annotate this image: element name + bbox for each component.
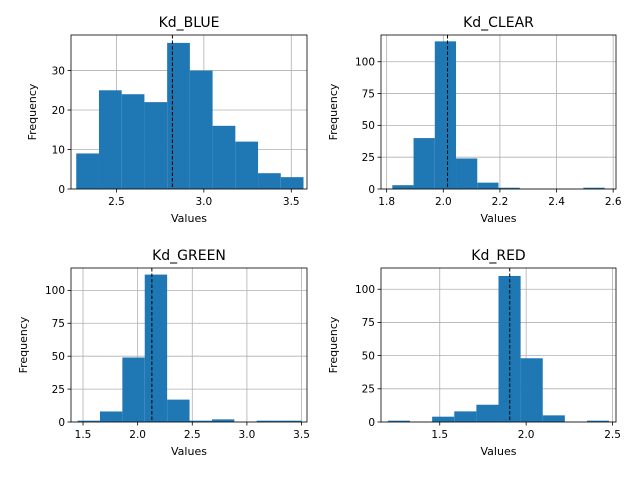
chart-kd-red-axes-frame — [380, 267, 617, 423]
chart-kd-green-x-tick-label: 2.0 — [129, 429, 146, 441]
chart-kd-green-x-tick-label: 2.5 — [184, 429, 201, 441]
chart-kd-clear-bar — [456, 158, 478, 189]
chart-kd-blue-bar — [212, 125, 236, 189]
chart-kd-red-y-tick-label: 50 — [362, 350, 375, 362]
chart-kd-green-y-tick-label: 75 — [52, 318, 65, 330]
chart-kd-red-bar — [387, 420, 411, 422]
chart-kd-green-bar — [122, 357, 145, 422]
chart-kd-blue-bar — [76, 153, 99, 189]
chart-kd-blue-bar — [167, 42, 190, 190]
chart-kd-blue-bar — [121, 94, 145, 189]
chart-kd-blue-axes-frame — [70, 34, 308, 190]
chart-kd-clear-y-tick-label: 75 — [362, 88, 375, 100]
chart-kd-blue-y-tick-label: 10 — [52, 144, 65, 156]
chart-kd-green-x-axis-label: Values — [171, 445, 207, 458]
chart-kd-clear-bar — [392, 185, 414, 189]
chart-kd-red-y-tick-label: 75 — [362, 317, 375, 329]
chart-kd-green-bar — [256, 420, 280, 422]
chart-kd-green-y-tick-label: 25 — [52, 384, 65, 396]
chart-kd-clear-x-tick-label: 2.2 — [492, 196, 509, 208]
chart-kd-clear-bar — [434, 41, 457, 190]
chart-kd-clear-x-tick-label: 2.6 — [605, 196, 622, 208]
chart-kd-green-axes-frame — [70, 267, 308, 423]
chart-kd-clear-bar — [477, 182, 499, 189]
chart-kd-clear-title: Kd_CLEAR — [463, 15, 534, 31]
chart-kd-blue-bar — [144, 102, 168, 189]
chart-kd-red-bar — [476, 404, 499, 422]
chart-kd-red-bar — [586, 420, 610, 422]
chart-kd-green-bar — [77, 420, 100, 422]
chart-kd-green-panel: 1.5 2.0 2.5 3.0 3.5 0 25 50 75 100 Kd_GREEN Values F… — [17, 248, 310, 458]
chart-kd-green-bar — [99, 411, 123, 422]
chart-kd-blue-bar — [235, 141, 259, 189]
chart-kd-red-bar — [520, 358, 543, 422]
chart-kd-blue-y-tick-label: 0 — [58, 184, 65, 196]
chart-kd-red-y-tick-label: 100 — [355, 284, 375, 296]
chart-kd-clear-y-tick-label: 0 — [368, 184, 375, 196]
chart-kd-blue-x-tick-label: 2.5 — [108, 196, 125, 208]
chart-kd-green-bar — [144, 274, 168, 422]
chart-kd-green-y-tick-label: 100 — [45, 285, 65, 297]
chart-kd-blue-bar — [280, 177, 304, 189]
chart-kd-red-y-axis-label: Frequency — [327, 316, 340, 373]
chart-kd-green-x-tick-label: 3.0 — [239, 429, 256, 441]
chart-kd-blue-y-tick-label: 30 — [52, 65, 65, 77]
chart-kd-clear-y-tick-label: 50 — [362, 120, 375, 132]
chart-kd-blue-x-tick-label: 3.0 — [196, 196, 213, 208]
chart-kd-blue-bar — [98, 90, 122, 189]
chart-kd-clear-y-tick-label: 25 — [362, 152, 375, 164]
chart-kd-red-bar — [542, 415, 565, 422]
chart-kd-red-panel: 1.5 2.0 2.5 0 25 50 75 100 Kd_RED Values Frequency — [327, 248, 621, 458]
chart-kd-blue-bar — [258, 173, 281, 189]
chart-kd-green-y-tick-label: 0 — [58, 417, 65, 429]
chart-kd-red-bar — [498, 275, 521, 422]
chart-kd-green-bar — [167, 399, 190, 422]
chart-kd-red-title: Kd_RED — [471, 248, 525, 264]
chart-kd-green-title: Kd_GREEN — [152, 248, 226, 264]
chart-kd-blue-bar — [189, 70, 213, 189]
chart-kd-red-bar — [432, 416, 455, 422]
chart-kd-blue-x-tick-label: 3.5 — [283, 196, 300, 208]
chart-kd-green-x-tick-label: 3.5 — [293, 429, 310, 441]
chart-kd-red-x-axis-label: Values — [481, 445, 517, 458]
chart-kd-red-x-tick-label: 1.5 — [431, 429, 448, 441]
chart-kd-green-x-tick-label: 1.5 — [75, 429, 92, 441]
chart-kd-clear-x-tick-label: 1.8 — [378, 196, 395, 208]
chart-kd-clear-x-axis-label: Values — [481, 212, 517, 225]
chart-kd-blue-y-tick-label: 20 — [52, 105, 65, 117]
chart-kd-green-bar — [189, 420, 212, 422]
chart-kd-green-y-axis-label: Frequency — [17, 316, 30, 373]
chart-kd-red-x-tick-label: 2.0 — [518, 429, 535, 441]
chart-kd-clear-x-tick-label: 2.0 — [435, 196, 452, 208]
chart-kd-red-x-tick-label: 2.5 — [604, 429, 621, 441]
chart-kd-clear-bar — [583, 187, 605, 189]
chart-kd-red-y-tick-label: 0 — [368, 417, 375, 429]
chart-kd-clear-bar — [498, 187, 520, 189]
chart-kd-clear-x-tick-label: 2.4 — [548, 196, 565, 208]
chart-kd-blue-panel: 2.5 3.0 3.5 0 10 20 30 Kd_BLUE Values Frequency — [26, 15, 308, 225]
chart-kd-clear-y-tick-label: 100 — [355, 57, 375, 69]
chart-kd-blue-y-axis-label: Frequency — [26, 83, 39, 140]
chart-kd-green-y-tick-label: 50 — [52, 351, 65, 363]
chart-kd-red-bar — [454, 411, 477, 422]
chart-kd-blue-x-axis-label: Values — [171, 212, 207, 225]
chart-kd-clear-bar — [413, 138, 435, 189]
chart-kd-clear-axes-frame — [380, 34, 617, 190]
chart-kd-clear-panel: 1.8 2.0 2.2 2.4 2.6 0 25 50 75 100 Kd_CLEAR Values F… — [327, 15, 622, 225]
chart-kd-blue-title: Kd_BLUE — [159, 15, 220, 31]
chart-kd-red-y-tick-label: 25 — [362, 384, 375, 396]
chart-kd-green-bar — [211, 419, 235, 422]
chart-kd-clear-y-axis-label: Frequency — [327, 83, 340, 140]
chart-kd-green-bar — [279, 420, 302, 422]
